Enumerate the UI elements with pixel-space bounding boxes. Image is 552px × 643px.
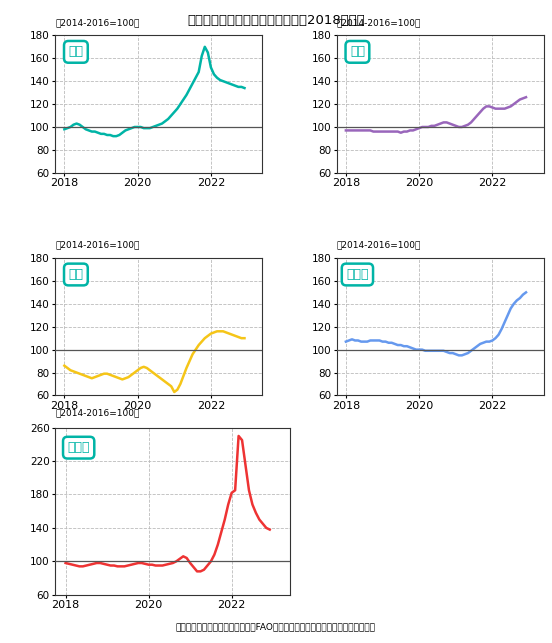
Text: 穀物: 穀物 — [68, 46, 83, 59]
Text: 食料価格指数　セクター別推移（2018年～）: 食料価格指数 セクター別推移（2018年～） — [187, 14, 365, 26]
Text: 砂糖: 砂糖 — [68, 268, 83, 281]
Text: （2014-2016=100）: （2014-2016=100） — [337, 18, 421, 27]
Text: （2014-2016=100）: （2014-2016=100） — [55, 408, 140, 417]
Text: 植物油: 植物油 — [67, 441, 90, 454]
Text: （2014-2016=100）: （2014-2016=100） — [55, 240, 140, 249]
Text: （2014-2016=100）: （2014-2016=100） — [337, 240, 421, 249]
Text: 食肉: 食肉 — [350, 46, 365, 59]
Text: （出所：国際連合食糧農業機関（FAO）より住友商事グローバルリサーチ作成）: （出所：国際連合食糧農業機関（FAO）より住友商事グローバルリサーチ作成） — [176, 622, 376, 631]
Text: （2014-2016=100）: （2014-2016=100） — [55, 18, 140, 27]
Text: 乳製品: 乳製品 — [346, 268, 369, 281]
